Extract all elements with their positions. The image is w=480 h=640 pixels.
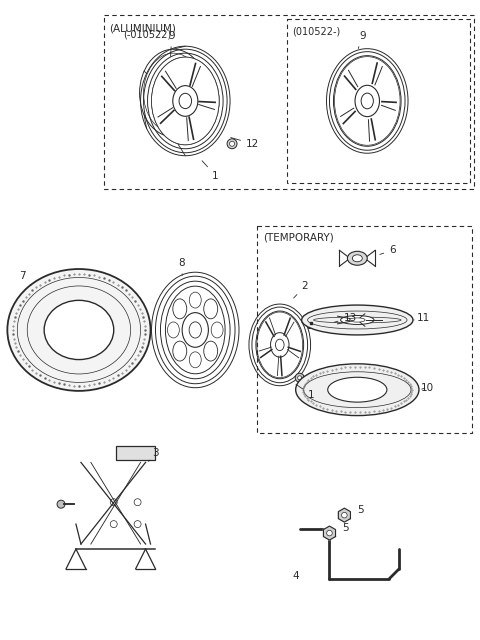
Text: 12: 12	[231, 138, 259, 148]
Text: 6: 6	[380, 245, 396, 255]
Ellipse shape	[189, 352, 201, 368]
Polygon shape	[324, 526, 336, 540]
Ellipse shape	[361, 93, 373, 109]
Ellipse shape	[204, 299, 218, 319]
Text: (-010522): (-010522)	[123, 29, 171, 39]
Bar	[287, 19, 469, 182]
Ellipse shape	[134, 520, 141, 527]
Text: 1: 1	[202, 161, 219, 180]
Ellipse shape	[173, 341, 187, 361]
Text: 11: 11	[414, 313, 430, 323]
Ellipse shape	[211, 322, 223, 338]
Ellipse shape	[295, 373, 304, 382]
Text: 5: 5	[342, 523, 349, 533]
Ellipse shape	[134, 499, 141, 506]
Polygon shape	[338, 508, 350, 522]
Ellipse shape	[189, 322, 202, 338]
Ellipse shape	[57, 500, 65, 508]
Ellipse shape	[348, 252, 367, 265]
Ellipse shape	[257, 312, 302, 378]
Text: 4: 4	[293, 571, 300, 581]
Text: 1: 1	[296, 384, 314, 399]
Text: (ALUMINIUM): (ALUMINIUM)	[109, 23, 176, 33]
Ellipse shape	[168, 322, 180, 338]
Text: 7: 7	[19, 271, 31, 285]
Ellipse shape	[327, 531, 332, 536]
Ellipse shape	[296, 364, 419, 415]
Text: 2: 2	[294, 281, 308, 298]
Text: 9: 9	[168, 31, 175, 56]
Ellipse shape	[173, 86, 198, 116]
Text: (010522-): (010522-)	[292, 26, 340, 36]
Ellipse shape	[144, 53, 203, 133]
Text: 8: 8	[179, 259, 185, 275]
Text: 9: 9	[358, 31, 366, 49]
Ellipse shape	[349, 318, 365, 322]
Ellipse shape	[173, 299, 187, 319]
Ellipse shape	[355, 85, 380, 116]
Ellipse shape	[7, 269, 151, 391]
Ellipse shape	[44, 300, 114, 360]
Ellipse shape	[179, 93, 192, 109]
Ellipse shape	[271, 333, 289, 357]
Text: 5: 5	[357, 505, 364, 515]
Text: 3: 3	[148, 449, 159, 461]
Text: (TEMPORARY): (TEMPORARY)	[263, 232, 334, 243]
Ellipse shape	[342, 513, 347, 518]
Bar	[116, 447, 156, 460]
Ellipse shape	[189, 292, 201, 308]
Ellipse shape	[204, 341, 218, 361]
Text: 10: 10	[421, 383, 434, 393]
Ellipse shape	[229, 141, 235, 147]
Ellipse shape	[227, 139, 237, 148]
Ellipse shape	[298, 376, 301, 380]
Ellipse shape	[140, 49, 207, 137]
Bar	[308, 318, 329, 328]
Ellipse shape	[276, 339, 284, 351]
Ellipse shape	[335, 57, 400, 145]
Ellipse shape	[341, 316, 374, 324]
Ellipse shape	[352, 255, 362, 262]
Ellipse shape	[110, 499, 117, 506]
Text: 13: 13	[334, 313, 357, 323]
Ellipse shape	[182, 312, 208, 348]
Bar	[257, 227, 472, 433]
Ellipse shape	[152, 57, 219, 145]
Bar	[104, 15, 474, 189]
Ellipse shape	[110, 520, 117, 527]
Ellipse shape	[301, 305, 413, 335]
Ellipse shape	[328, 377, 387, 402]
